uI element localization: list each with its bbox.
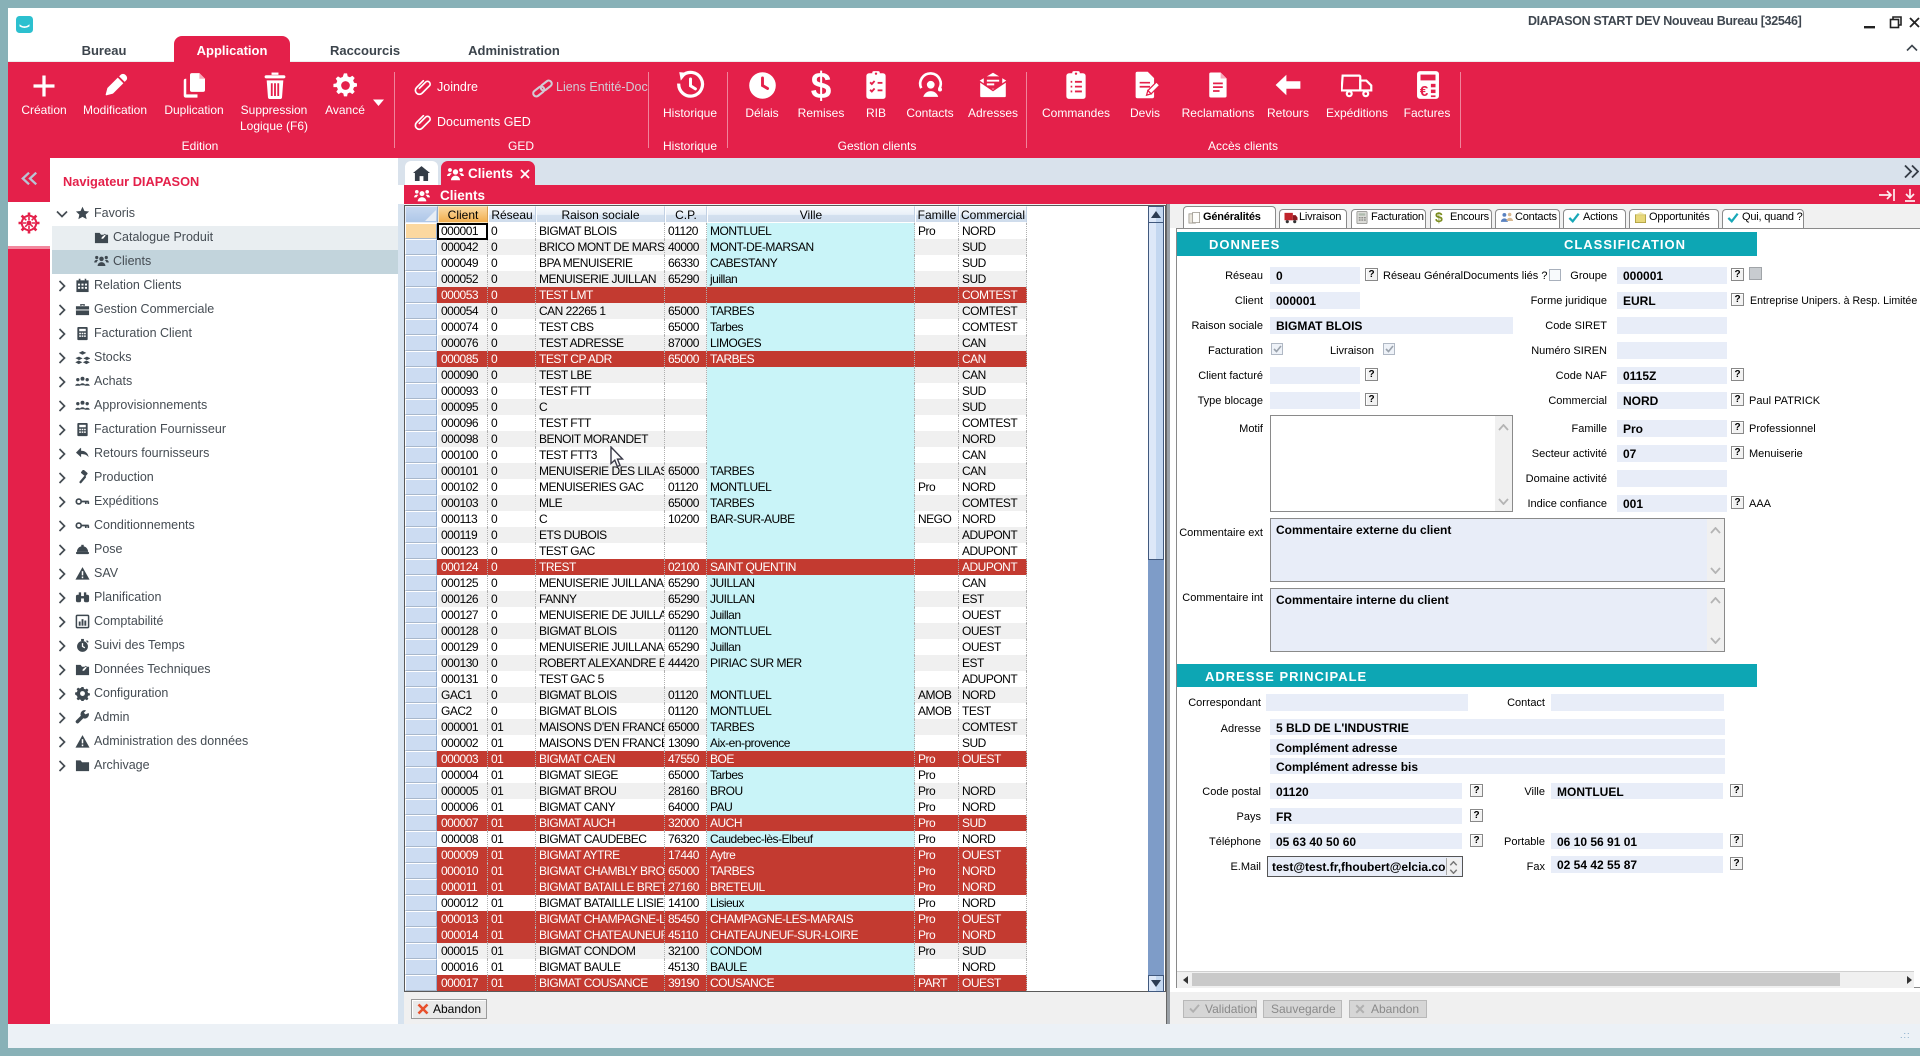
svg-text:€: €: [1420, 83, 1429, 100]
